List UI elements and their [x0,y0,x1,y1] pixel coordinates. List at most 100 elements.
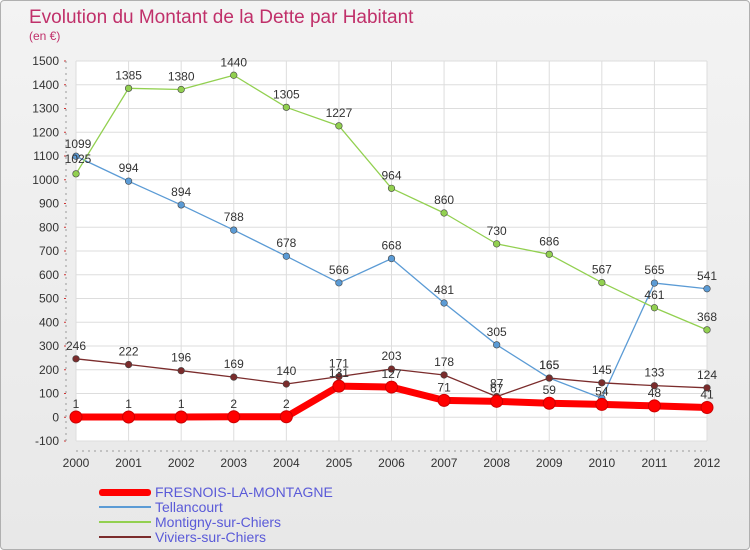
series-point [542,396,556,410]
data-label: 165 [539,358,559,372]
series-point [335,279,343,287]
data-label: 222 [119,345,139,359]
series-point [545,374,553,382]
data-label: 2 [230,397,237,411]
legend-item: Tellancourt [99,499,429,515]
data-label: 730 [487,224,507,238]
legend-label: Tellancourt [155,499,223,515]
series-point [124,84,133,92]
y-tick-label: 100 [39,387,59,401]
data-label: 133 [644,366,664,380]
data-label: 203 [381,349,401,363]
series-point [174,410,188,424]
data-label: 1305 [273,87,300,101]
x-tick-label: 2002 [168,456,195,470]
series-point [124,177,133,185]
data-label: 541 [697,269,717,283]
x-tick-label: 2009 [536,456,563,470]
data-label: 1227 [326,106,353,120]
data-label: 169 [224,357,244,371]
series-point [493,341,501,349]
x-tick-label: 2011 [642,456,668,470]
data-label: 368 [697,310,717,324]
data-label: 994 [119,161,139,175]
series-point [332,379,346,393]
data-label: 1380 [168,70,195,84]
series-point [387,365,396,373]
series-point [282,252,290,260]
data-label: 788 [224,210,244,224]
series-point [230,373,238,381]
y-tick-label: 500 [39,292,59,306]
data-label: 305 [487,325,507,339]
y-tick-label: 1100 [33,149,59,163]
data-label: 1 [125,397,132,411]
legend-item: FRESNOIS-LA-MONTAGNE [99,484,429,500]
x-tick-label: 2001 [115,456,142,470]
data-label: 145 [592,363,612,377]
series-point [595,397,609,411]
series-point [703,285,711,293]
data-label: 165 [539,358,559,372]
series-point [122,410,136,424]
data-label: 894 [171,185,191,199]
data-label: 964 [381,168,401,182]
series-point [387,184,396,192]
data-label: 860 [434,193,454,207]
series-point [703,384,711,392]
series-point [72,152,80,160]
y-tick-label: 1300 [32,102,59,116]
y-tick-label: 1200 [32,125,59,139]
x-tick-label: 2000 [63,456,90,470]
series-point [282,103,290,111]
x-tick-label: 2004 [273,456,300,470]
series-point [387,255,396,263]
series-point [440,299,448,307]
data-label: 41 [700,388,714,402]
y-tick-label: 0 [52,410,59,424]
y-tick-label: 700 [39,244,59,258]
series-point [650,304,659,312]
series-point [177,367,185,375]
series-point [72,355,80,363]
series-point [650,279,659,287]
y-tick-label: 800 [39,220,59,234]
y-tick-label: 1000 [32,173,59,187]
y-tick-label: 900 [39,197,59,211]
series-point [227,410,241,424]
x-tick-label: 2005 [326,456,353,470]
data-label: 178 [434,355,454,369]
x-tick-label: 2003 [220,456,247,470]
legend-label: Viviers-sur-Chiers [155,529,266,545]
series-point [647,399,661,413]
data-label: 59 [543,383,557,397]
x-tick-label: 2008 [483,456,510,470]
data-label: 668 [381,239,401,253]
data-label: 131 [329,366,349,380]
y-tick-label: -100 [35,434,59,448]
data-label: 54 [595,384,609,398]
series-point [437,393,451,407]
data-label: 1099 [65,137,92,151]
data-label: 48 [648,386,662,400]
data-label: 461 [644,288,664,302]
y-tick-label: 200 [39,363,59,377]
series-point [177,85,185,94]
series-point [230,226,238,234]
series-point [124,360,133,369]
legend: FRESNOIS-LA-MONTAGNE Tellancourt Montigny-… [99,484,429,545]
series-point [545,250,553,258]
legend-swatch [99,506,151,508]
data-label: 196 [171,351,191,365]
series-point [385,380,398,394]
data-label: 481 [434,283,454,297]
series-point [440,209,448,217]
series-point [493,240,501,248]
data-label: 140 [276,364,296,378]
data-label: 246 [66,339,86,353]
legend-swatch [99,521,151,523]
legend-label: Montigny-sur-Chiers [155,514,282,530]
legend-item: Viviers-sur-Chiers [99,529,429,545]
